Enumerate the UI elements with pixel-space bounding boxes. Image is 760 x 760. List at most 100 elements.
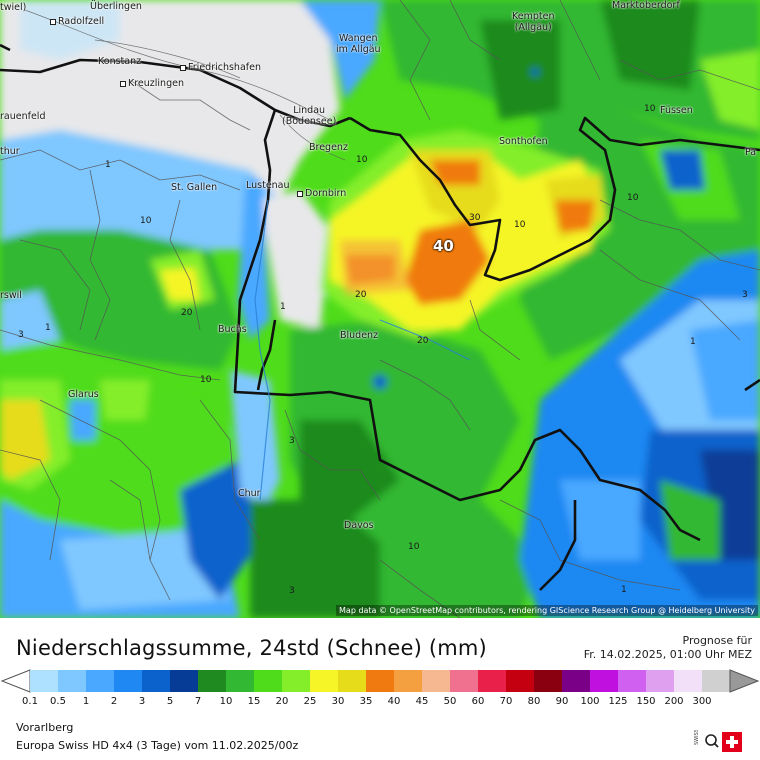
isoline-label: 20 bbox=[355, 290, 367, 300]
isoline-label: 1 bbox=[621, 585, 627, 595]
isoline-label: 10 bbox=[644, 104, 656, 114]
place-stgallen: St. Gallen bbox=[171, 182, 218, 193]
scale-swatch bbox=[534, 670, 562, 692]
map-canvas bbox=[0, 0, 760, 618]
scale-tick-label: 150 bbox=[636, 696, 656, 707]
place-bludenz: Bludenz bbox=[340, 330, 379, 341]
isoline-label: 10 bbox=[514, 220, 526, 230]
place-kreuzlingen: Kreuzlingen bbox=[120, 78, 184, 89]
isoline-label: 10 bbox=[408, 542, 420, 552]
place-chur: Chur bbox=[238, 488, 261, 499]
place-kempten: Kempten (Allgäu) bbox=[512, 11, 555, 33]
scale-tick-label: 15 bbox=[247, 696, 261, 707]
place-glarus: Glarus bbox=[68, 389, 99, 400]
place-davos: Davos bbox=[344, 520, 374, 531]
scale-swatch bbox=[674, 670, 702, 692]
region-name: Vorarlberg bbox=[16, 721, 74, 734]
isoline-label: 10 bbox=[140, 216, 152, 226]
scale-tick-label: 100 bbox=[580, 696, 600, 707]
scale-swatch bbox=[226, 670, 254, 692]
scale-swatch bbox=[506, 670, 534, 692]
isoline-label: 3 bbox=[742, 290, 748, 300]
map-attribution: Map data © OpenStreetMap contributors, r… bbox=[336, 605, 758, 616]
isoline-label: 3 bbox=[289, 436, 295, 446]
scale-tick-label: 125 bbox=[608, 696, 628, 707]
place-lindau: Lindau (Bodensee) bbox=[282, 105, 337, 127]
country-borders bbox=[0, 43, 760, 591]
scale-tick-label: 35 bbox=[359, 696, 373, 707]
scale-swatch bbox=[646, 670, 674, 692]
scale-swatch bbox=[562, 670, 590, 692]
swiss-hd-logo: SWISS bbox=[694, 729, 744, 754]
scale-swatch bbox=[394, 670, 422, 692]
scale-tick-label: 5 bbox=[166, 696, 174, 707]
scale-tick-label: 7 bbox=[194, 696, 202, 707]
model-run-label: Europa Swiss HD 4x4 (3 Tage) vom 11.02.2… bbox=[16, 739, 299, 752]
precipitation-map: twiel) Radolfzell Überlingen Konstanz Kr… bbox=[0, 0, 760, 618]
scale-swatch bbox=[86, 670, 114, 692]
scale-swatch bbox=[310, 670, 338, 692]
isoline-label: 1 bbox=[690, 337, 696, 347]
place-wangen: Wangen im Allgäu bbox=[336, 33, 381, 55]
scale-swatch bbox=[282, 670, 310, 692]
scale-tick-label: 20 bbox=[275, 696, 289, 707]
place-ueberlingen: Überlingen bbox=[90, 1, 142, 12]
scale-tick-label: 90 bbox=[555, 696, 569, 707]
isoline-label: 20 bbox=[417, 336, 429, 346]
scale-tick-label: 80 bbox=[527, 696, 541, 707]
isoline-label: 3 bbox=[289, 586, 295, 596]
place-frauenfeld: rauenfeld bbox=[0, 111, 46, 122]
place-buchs: Buchs bbox=[218, 324, 247, 335]
scale-swatch bbox=[366, 670, 394, 692]
place-lustenau: Lustenau bbox=[246, 180, 290, 191]
scale-tick-label: 30 bbox=[331, 696, 345, 707]
forecast-time-label: Prognose für Fr. 14.02.2025, 01:00 Uhr M… bbox=[584, 634, 752, 662]
scale-max-arrow bbox=[729, 669, 760, 693]
place-sonthofen: Sonthofen bbox=[499, 136, 548, 147]
scale-swatch bbox=[702, 670, 730, 692]
scale-tick-label: 60 bbox=[471, 696, 485, 707]
place-radolfzell: Radolfzell bbox=[50, 16, 104, 27]
place-konstanz: Konstanz bbox=[98, 56, 142, 67]
scale-swatch bbox=[338, 670, 366, 692]
isoline-label: 1 bbox=[45, 323, 51, 333]
place-friedrichshafen: Friedrichshafen bbox=[180, 62, 261, 73]
scale-tick-label: 45 bbox=[415, 696, 429, 707]
place-thur: thur bbox=[0, 146, 20, 157]
scale-tick-label: 70 bbox=[499, 696, 513, 707]
forecast-caption: Prognose für bbox=[682, 634, 753, 647]
svg-text:SWISS: SWISS bbox=[694, 730, 700, 745]
scale-tick-label: 1 bbox=[82, 696, 90, 707]
scale-swatch bbox=[170, 670, 198, 692]
place-fuessen: Füssen bbox=[660, 105, 693, 116]
scale-swatch bbox=[114, 670, 142, 692]
scale-tick-label: 2 bbox=[110, 696, 118, 707]
place-marktoberdorf: Marktoberdorf bbox=[612, 0, 680, 11]
isoline-label: 10 bbox=[627, 193, 639, 203]
forecast-time: Fr. 14.02.2025, 01:00 Uhr MEZ bbox=[583, 648, 752, 661]
scale-swatch bbox=[58, 670, 86, 692]
scale-tick-label: 0.1 bbox=[22, 696, 38, 707]
color-scale-bar bbox=[0, 669, 760, 693]
isoline-label: 10 bbox=[200, 375, 212, 385]
scale-swatch bbox=[142, 670, 170, 692]
isoline-label: 30 bbox=[469, 213, 481, 223]
scale-swatch bbox=[422, 670, 450, 692]
chart-title: Niederschlagssumme, 24std (Schnee) (mm) bbox=[16, 636, 487, 660]
scale-tick-label: 3 bbox=[138, 696, 146, 707]
place-rswil: rswil bbox=[0, 290, 22, 301]
scale-min-arrow bbox=[0, 669, 31, 693]
place-dornbirn: Dornbirn bbox=[297, 188, 346, 199]
isoline-label: 3 bbox=[18, 330, 24, 340]
isoline-label: 20 bbox=[181, 308, 193, 318]
scale-swatch bbox=[254, 670, 282, 692]
scale-tick-label: 40 bbox=[387, 696, 401, 707]
place-pa: Pa bbox=[745, 147, 757, 158]
rivers bbox=[254, 199, 471, 501]
scale-swatch bbox=[30, 670, 58, 692]
scale-tick-label: 300 bbox=[692, 696, 712, 707]
scale-swatch bbox=[478, 670, 506, 692]
scale-tick-label: 200 bbox=[664, 696, 684, 707]
scale-tick-label: 0.5 bbox=[50, 696, 66, 707]
scale-swatch bbox=[198, 670, 226, 692]
